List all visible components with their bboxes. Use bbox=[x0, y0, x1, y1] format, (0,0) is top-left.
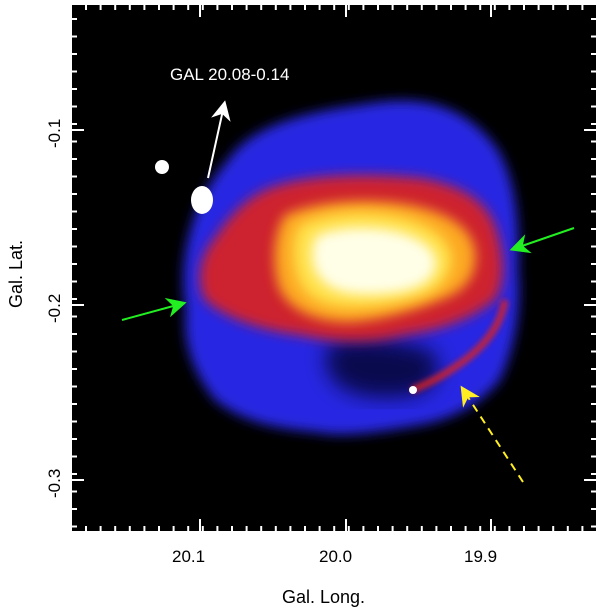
x-tick-label: 20.0 bbox=[319, 547, 352, 566]
x-axis-title: Gal. Long. bbox=[282, 587, 365, 607]
y-axis-title: Gal. Lat. bbox=[6, 240, 26, 308]
gal-source-blob bbox=[191, 186, 213, 214]
x-tick-label: 20.1 bbox=[172, 547, 205, 566]
remnant-white-core bbox=[312, 227, 437, 295]
green-arrow-icon bbox=[121, 297, 187, 321]
y-tick-label: -0.3 bbox=[45, 469, 64, 498]
source-label: GAL 20.08-0.14 bbox=[170, 65, 289, 84]
remnant-red-rim bbox=[410, 299, 509, 394]
white-arrow-icon bbox=[207, 100, 231, 179]
green-arrow-icon bbox=[509, 227, 575, 254]
y-tick-label: -0.2 bbox=[45, 294, 64, 323]
x-tick-label: 19.9 bbox=[464, 547, 497, 566]
frame-ticks bbox=[72, 5, 596, 531]
yellow-dashed-arrow-icon bbox=[460, 385, 524, 483]
remnant-dark-cavity bbox=[325, 339, 439, 398]
point-source-left bbox=[155, 160, 169, 174]
point-source-bottom bbox=[409, 386, 417, 394]
y-tick-label: -0.1 bbox=[45, 119, 64, 148]
